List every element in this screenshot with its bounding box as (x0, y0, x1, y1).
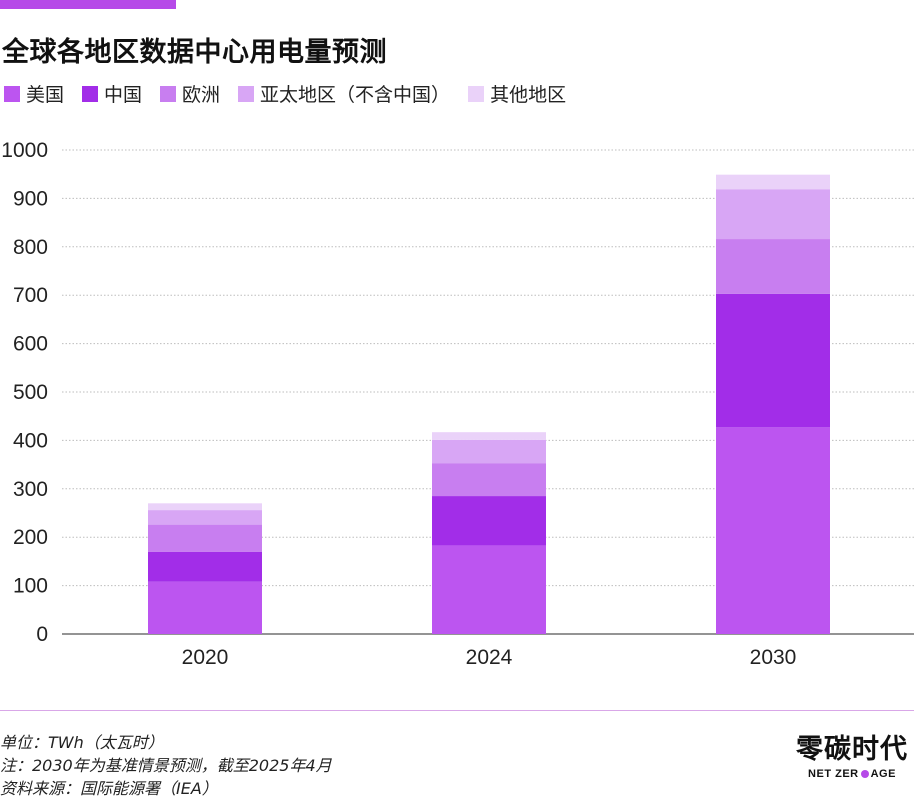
y-tick-label-600: 600 (13, 333, 48, 356)
y-tick-label-200: 200 (13, 526, 48, 549)
y-tick-label-500: 500 (13, 381, 48, 404)
legend-swatch-apac (238, 85, 255, 102)
legend-item-us: 美国 (4, 80, 64, 107)
bar-2030-series-3 (716, 189, 830, 240)
stacked-bar-chart: 0 100 200 300 400 500 600 700 800 900 1000 2020 2024… (1, 139, 914, 669)
scenario-note: 注：2030年为基准情景预测，截至2025年4月 (0, 756, 332, 775)
bar-2030-series-1 (716, 293, 830, 428)
legend-label-china: 中国 (104, 84, 143, 106)
legend-item-europe: 欧洲 (160, 80, 220, 107)
y-tick-label-800: 800 (13, 236, 48, 259)
legend: 美国 中国 欧洲 亚太地区（不含中国） 其他地区 (4, 80, 584, 107)
legend-item-china: 中国 (82, 80, 142, 107)
legend-label-europe: 欧洲 (182, 84, 221, 106)
chart-title: 全球各地区数据中心用电量预测 (2, 37, 387, 68)
y-tick-label-700: 700 (13, 284, 48, 307)
bar-2024-series-3 (432, 439, 546, 464)
unit-note: 单位：TWh（太瓦时） (0, 733, 164, 752)
y-tick-label-1000: 1000 (1, 139, 48, 162)
bar-2030-series-0 (716, 427, 830, 634)
y-tick-label-300: 300 (13, 478, 48, 501)
footer-divider (0, 710, 914, 711)
y-tick-label-100: 100 (13, 575, 48, 598)
bar-2024-series-0 (432, 545, 546, 634)
x-tick-label-2020: 2020 (182, 646, 229, 669)
bar-2024-series-4 (432, 432, 546, 440)
logo-cn-text: 零碳时代 (796, 734, 908, 765)
notes: 单位：TWh（太瓦时） 注：2030年为基准情景预测，截至2025年4月 资料来… (0, 731, 332, 800)
bar-2024-series-1 (432, 496, 546, 546)
legend-swatch-us (4, 85, 20, 102)
legend-label-other: 其他地区 (490, 84, 567, 106)
x-tick-label-2030: 2030 (750, 646, 797, 669)
top-accent-bar (0, 0, 176, 9)
bar-2020-series-1 (148, 551, 262, 582)
y-tick-label-0: 0 (36, 623, 48, 646)
bar-2020-series-0 (148, 581, 262, 634)
legend-swatch-china (82, 85, 99, 102)
brand-logo: 零碳时代 NET ZER AGE (796, 734, 908, 780)
source-note: 资料来源：国际能源署（IEA） (0, 779, 218, 798)
legend-item-apac: 亚太地区（不含中国） (238, 80, 450, 107)
legend-label-us: 美国 (26, 84, 65, 106)
logo-en-left: NET ZER (808, 768, 859, 780)
bar-2020-series-4 (148, 503, 262, 511)
legend-label-apac: 亚太地区（不含中国） (260, 84, 451, 106)
x-tick-label-2024: 2024 (466, 646, 513, 669)
logo-en-text: NET ZER AGE (796, 768, 908, 780)
bar-2030-series-4 (716, 174, 830, 190)
logo-dot-icon (860, 770, 869, 779)
bar-2020-series-3 (148, 510, 262, 525)
legend-swatch-other (468, 85, 485, 102)
y-tick-label-900: 900 (13, 187, 48, 210)
bar-2020-series-2 (148, 524, 262, 552)
bar-2024-series-2 (432, 463, 546, 497)
legend-item-other: 其他地区 (468, 80, 566, 107)
y-tick-label-400: 400 (13, 429, 48, 452)
legend-swatch-europe (160, 85, 177, 102)
logo-en-right: AGE (870, 768, 896, 780)
bar-2030-series-2 (716, 239, 830, 294)
